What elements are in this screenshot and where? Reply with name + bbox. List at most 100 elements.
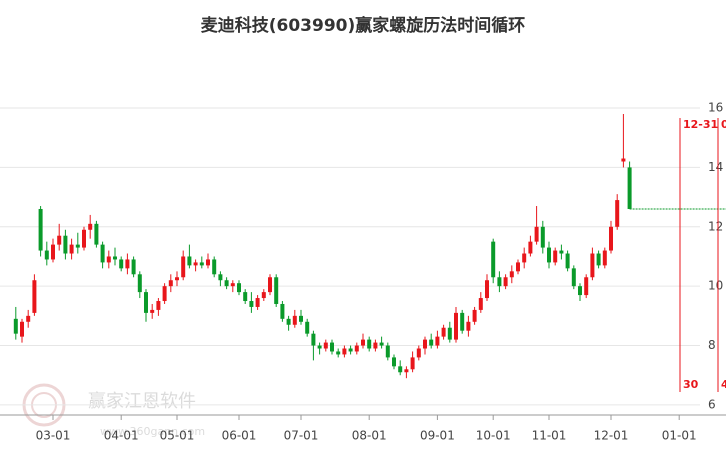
candle-body	[330, 342, 334, 352]
candle-body	[441, 327, 446, 337]
candle-body	[249, 301, 254, 307]
candle-body	[13, 318, 18, 334]
x-tick-label: 10-01	[476, 429, 511, 443]
candle-body	[119, 259, 124, 269]
candle-body	[404, 369, 409, 373]
watermark: 赢家江恩软件 www.360gann.com	[22, 383, 205, 438]
candle-body	[454, 312, 458, 340]
candle-body	[503, 277, 508, 287]
candle-body	[522, 253, 527, 263]
cycle-date: 12-31	[683, 118, 718, 131]
x-tick-label: 11-01	[532, 429, 567, 443]
candle-body	[63, 235, 68, 254]
candle-body	[528, 241, 533, 254]
candle-body	[323, 342, 328, 349]
x-tick-label: 06-01	[222, 429, 257, 443]
candle-body	[398, 366, 403, 373]
candle-body	[51, 244, 55, 260]
candle-body	[609, 226, 613, 251]
candle-body	[553, 250, 558, 263]
candle-body	[423, 339, 427, 349]
candle-body	[206, 259, 210, 266]
candle-body	[466, 321, 471, 331]
candle-body	[261, 292, 266, 299]
watermark-url: www.360gann.com	[100, 425, 205, 438]
candle-body	[478, 298, 483, 310]
candle-body	[113, 256, 117, 260]
x-tick-label: 07-01	[284, 429, 319, 443]
candle-body	[255, 298, 260, 307]
candle-body	[199, 262, 204, 266]
candle-body	[32, 280, 37, 313]
candle-body	[57, 235, 62, 245]
x-tick-label: 09-01	[420, 429, 455, 443]
candle-body	[385, 345, 390, 358]
candle-body	[311, 333, 316, 346]
candle-body	[274, 277, 279, 304]
candle-body	[131, 259, 136, 275]
y-tick-label: 10	[708, 279, 723, 293]
candle-body	[410, 357, 415, 370]
candle-body	[491, 241, 496, 278]
candle-body	[125, 259, 130, 269]
candle-body	[447, 327, 452, 340]
candle-body	[175, 277, 179, 281]
candle-body	[336, 351, 341, 355]
candle-body	[305, 321, 310, 334]
candle-body	[156, 301, 161, 310]
candle-body	[150, 309, 155, 313]
candle-body	[367, 339, 372, 349]
candle-body	[100, 244, 105, 263]
candle-body	[348, 348, 353, 352]
candle-body	[44, 250, 49, 260]
candle-body	[472, 309, 477, 322]
candle-body	[137, 274, 142, 293]
candle-body	[237, 283, 241, 293]
x-tick-label: 08-01	[352, 429, 387, 443]
candle-body	[94, 223, 99, 245]
y-tick-label: 8	[708, 338, 716, 352]
candle-body	[596, 253, 601, 266]
candle-body	[497, 277, 502, 287]
y-tick-label: 12	[708, 219, 723, 233]
candle-body	[181, 256, 186, 278]
candle-body	[82, 229, 86, 248]
candle-body	[88, 223, 93, 230]
candle-body	[218, 274, 223, 281]
candle-body	[373, 342, 378, 349]
x-tick-label: 03-01	[36, 429, 71, 443]
candle-body	[534, 226, 539, 242]
candle-body	[38, 208, 43, 251]
cycle-count: 30	[683, 378, 699, 391]
candle-body	[243, 292, 248, 302]
candle-body	[429, 339, 434, 346]
candle-body	[509, 271, 514, 278]
candle-body	[286, 318, 291, 325]
cycle-date: 0	[721, 118, 726, 131]
candle-body	[168, 280, 173, 287]
candle-body	[516, 262, 520, 272]
candle-body	[75, 244, 80, 248]
candle-body	[590, 253, 595, 278]
candle-body	[571, 268, 576, 287]
candle-body	[416, 348, 421, 358]
candle-body	[144, 292, 148, 313]
candle-body	[212, 259, 217, 275]
candle-body	[342, 348, 347, 355]
candle-body	[317, 345, 322, 349]
candle-body	[69, 244, 74, 254]
y-tick-label: 14	[708, 160, 723, 174]
candle-body	[268, 277, 272, 293]
y-tick-label: 6	[708, 397, 716, 411]
watermark-name: 赢家江恩软件	[88, 390, 196, 412]
candle-body	[627, 167, 632, 209]
candle-body	[193, 262, 198, 266]
cycle-count: 4	[721, 378, 726, 391]
candle-body	[106, 256, 111, 263]
candle-body	[292, 315, 297, 325]
candle-body	[578, 286, 582, 296]
candle-body	[547, 247, 551, 263]
candle-body	[559, 250, 564, 254]
candle-body	[435, 336, 440, 346]
x-tick-label: 12-01	[594, 429, 629, 443]
